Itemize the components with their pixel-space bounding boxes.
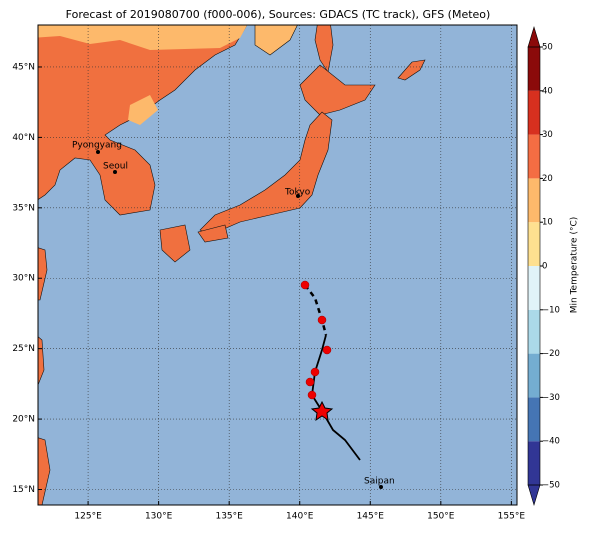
kamchatka xyxy=(397,59,426,81)
colorbar-label: Min Temperature (°C) xyxy=(570,217,580,314)
city-dot xyxy=(379,485,383,489)
taiwan xyxy=(38,247,48,301)
map-frame xyxy=(37,24,518,506)
colorbar-tick-label: 0 xyxy=(542,262,547,272)
cold-region xyxy=(128,95,158,125)
colorbar-band xyxy=(528,266,540,310)
hokkaido xyxy=(299,64,376,116)
mainland xyxy=(38,25,248,216)
colorbar-band xyxy=(528,222,540,266)
y-tick-label: 40°N xyxy=(12,133,35,143)
colorbar-tick-label: 20 xyxy=(542,174,553,184)
y-tick-label: 15°N xyxy=(12,485,35,495)
map-area: Pyongyang Seoul Tokyo Saipan xyxy=(38,25,517,505)
x-tick-label: 150°E xyxy=(427,512,455,522)
colorbar-band xyxy=(528,397,540,442)
y-tick-label: 30°N xyxy=(12,274,35,284)
colorbar-tick-label: 40 xyxy=(542,86,553,96)
cold-region xyxy=(38,25,248,50)
current-position xyxy=(310,400,334,422)
storm-track xyxy=(311,334,361,461)
city-dot xyxy=(296,194,300,198)
colorbar-tick-label: −50 xyxy=(542,481,560,491)
forecast-track xyxy=(304,284,328,336)
x-tick-label: 130°E xyxy=(145,512,173,522)
land xyxy=(254,25,298,56)
city-label: Seoul xyxy=(103,162,128,172)
colorbar-tick-label: −30 xyxy=(542,393,560,403)
city-label: Tokyo xyxy=(284,188,311,198)
colorbar-band xyxy=(528,47,540,91)
colorbar-extend xyxy=(527,484,541,507)
colorbar-tick-label: −40 xyxy=(542,437,560,447)
y-tick-label: 20°N xyxy=(12,415,35,425)
x-tick-label: 135°E xyxy=(215,512,243,522)
storm-icons xyxy=(300,280,332,400)
y-tick-label: 45°N xyxy=(12,62,35,72)
y-tick-label: 35°N xyxy=(12,203,35,213)
colorbar-tick-label: −20 xyxy=(542,349,560,359)
colorbar-tick-label: 50 xyxy=(542,43,553,53)
colorbar-band xyxy=(528,441,540,485)
colorbar-band xyxy=(528,353,540,398)
title: Forecast of 2019080700 (f000-006), Sourc… xyxy=(66,8,491,21)
colorbar-band xyxy=(528,134,540,179)
colorbar: −50 −40 −30 −20 −10 0 10 20 30 40 50 xyxy=(527,25,560,507)
kyushu xyxy=(159,224,191,263)
city-label: Pyongyang xyxy=(72,141,122,151)
colorbar-band xyxy=(528,309,540,354)
colorbar-band xyxy=(528,90,540,135)
philippines xyxy=(38,437,51,505)
x-tick-label: 155°E xyxy=(498,512,526,522)
colorbar-band xyxy=(528,178,540,223)
x-tick-label: 145°E xyxy=(357,512,385,522)
x-tick-label: 125°E xyxy=(74,512,102,522)
colorbar-tick-label: −10 xyxy=(542,305,560,315)
grid xyxy=(38,25,517,505)
shikoku xyxy=(197,224,229,243)
colorbar-tick-label: 30 xyxy=(542,130,553,140)
city-label: Saipan xyxy=(364,477,395,487)
x-tick-label: 140°E xyxy=(286,512,314,522)
colorbar-extend xyxy=(527,25,541,48)
y-tick-label: 25°N xyxy=(12,344,35,354)
colorbar-tick-label: 10 xyxy=(542,218,553,228)
city-dot xyxy=(96,150,100,154)
city-dot xyxy=(113,170,117,174)
